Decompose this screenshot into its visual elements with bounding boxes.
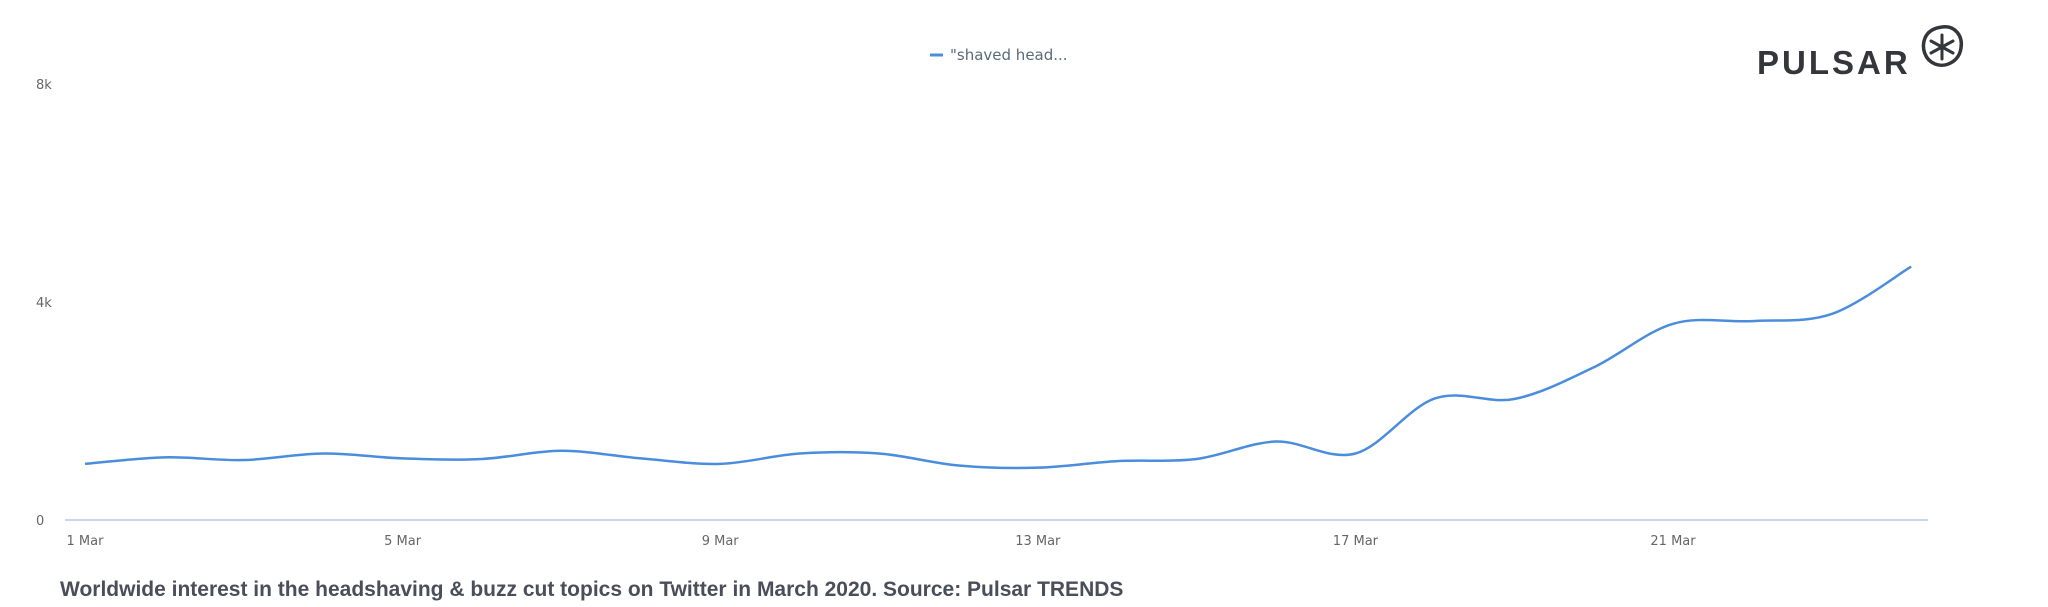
chart-caption: Worldwide interest in the headshaving & … [60, 578, 1124, 601]
x-tick-label: 9 Mar [702, 534, 740, 549]
x-tick-label: 17 Mar [1333, 534, 1379, 549]
x-tick-label: 5 Mar [384, 534, 422, 549]
logo-text: PULSAR [1757, 44, 1911, 81]
y-tick-label: 4k [36, 296, 52, 311]
x-tick-label: 13 Mar [1015, 534, 1061, 549]
legend-label: "shaved head... [950, 46, 1068, 64]
y-tick-label: 8k [36, 78, 52, 93]
logo-asterisk-icon [1921, 25, 1964, 67]
x-tick-label: 21 Mar [1650, 534, 1696, 549]
series-line-shaved-head [84, 265, 1912, 470]
legend-item[interactable]: "shaved head... [930, 46, 1068, 64]
x-tick-label: 1 Mar [67, 534, 105, 549]
y-tick-label: 0 [36, 514, 44, 529]
pulsar-logo: PULSAR [1757, 24, 1967, 84]
